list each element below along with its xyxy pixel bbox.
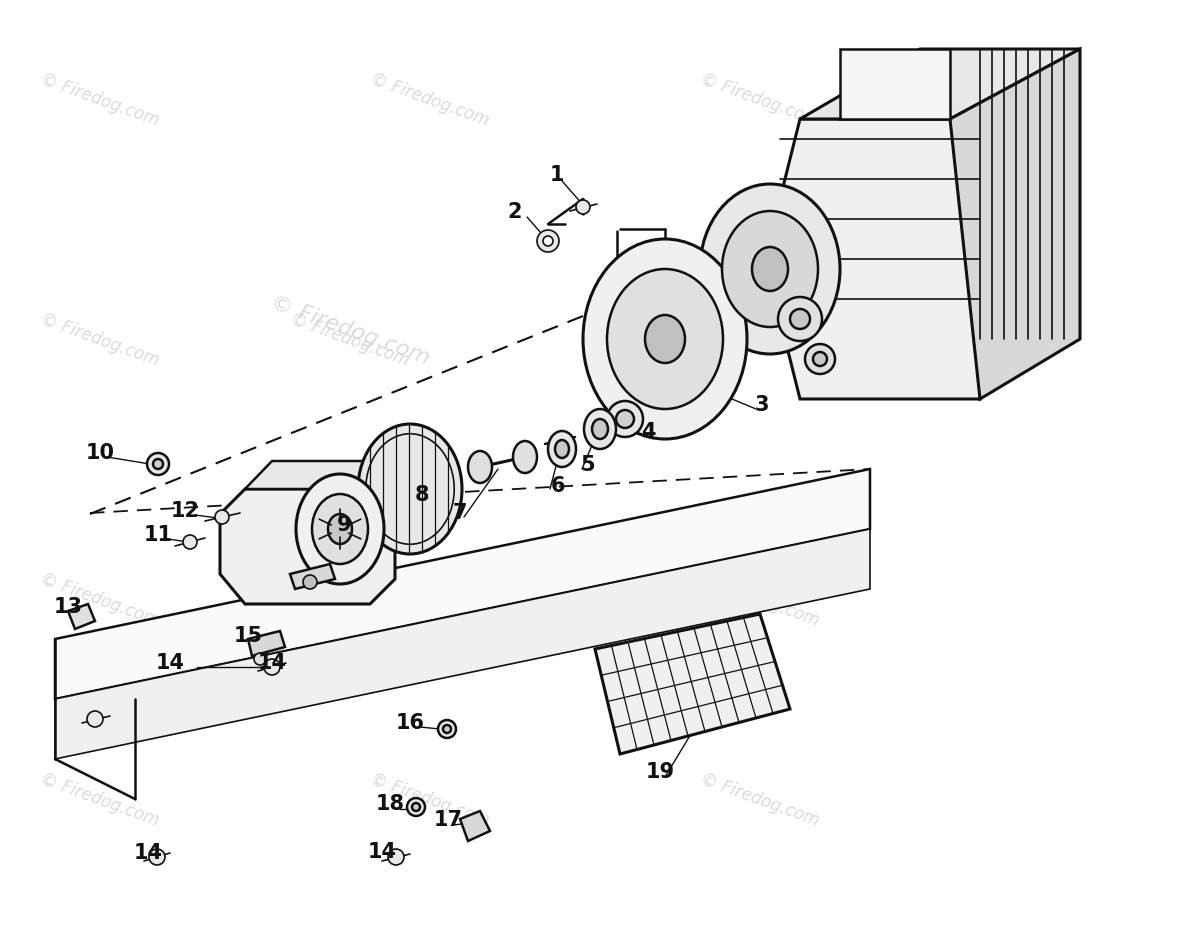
Ellipse shape <box>607 270 723 409</box>
Text: 11: 11 <box>144 524 172 545</box>
Text: 16: 16 <box>395 712 425 732</box>
Circle shape <box>407 798 425 816</box>
Text: 9: 9 <box>336 514 352 535</box>
Text: © Firedog.com: © Firedog.com <box>368 570 492 629</box>
Text: 7: 7 <box>453 502 467 522</box>
Ellipse shape <box>328 514 352 545</box>
Ellipse shape <box>700 185 840 354</box>
Ellipse shape <box>645 316 686 364</box>
Polygon shape <box>800 50 1080 120</box>
Text: 1: 1 <box>550 165 564 185</box>
Text: 3: 3 <box>755 394 769 415</box>
Circle shape <box>789 310 809 329</box>
Polygon shape <box>290 564 335 589</box>
Text: 14: 14 <box>133 842 163 862</box>
Circle shape <box>442 725 451 733</box>
Text: 15: 15 <box>234 625 263 645</box>
Polygon shape <box>68 604 96 629</box>
Circle shape <box>153 459 163 470</box>
Circle shape <box>438 720 455 738</box>
Text: © Firedog.com: © Firedog.com <box>38 71 162 130</box>
Circle shape <box>813 353 827 367</box>
Polygon shape <box>219 489 395 604</box>
Circle shape <box>254 653 266 665</box>
Text: 4: 4 <box>641 421 655 442</box>
Circle shape <box>148 454 169 475</box>
Polygon shape <box>595 614 789 754</box>
Circle shape <box>778 298 822 342</box>
Polygon shape <box>840 50 950 120</box>
Text: 17: 17 <box>433 809 463 829</box>
Text: 14: 14 <box>257 652 287 672</box>
Text: 12: 12 <box>170 500 199 521</box>
Ellipse shape <box>584 409 616 449</box>
Ellipse shape <box>296 474 384 585</box>
Text: © Firedog.com: © Firedog.com <box>38 310 162 369</box>
Text: 14: 14 <box>367 841 396 861</box>
Ellipse shape <box>468 452 492 483</box>
Ellipse shape <box>358 424 463 554</box>
Circle shape <box>388 849 404 865</box>
Text: 13: 13 <box>53 597 83 616</box>
Circle shape <box>537 231 559 252</box>
Polygon shape <box>248 631 286 656</box>
Text: © Firedog.com: © Firedog.com <box>368 769 492 829</box>
Text: © Firedog.com: © Firedog.com <box>268 291 432 367</box>
Circle shape <box>607 402 643 437</box>
Text: © Firedog.com: © Firedog.com <box>699 769 821 829</box>
Ellipse shape <box>513 442 537 473</box>
Circle shape <box>616 410 634 429</box>
Circle shape <box>303 575 317 589</box>
Text: © Firedog.com: © Firedog.com <box>699 71 821 130</box>
Polygon shape <box>55 470 870 699</box>
Text: © Firedog.com: © Firedog.com <box>368 71 492 130</box>
Text: 6: 6 <box>551 475 565 496</box>
Polygon shape <box>780 120 981 400</box>
Text: 5: 5 <box>581 455 596 474</box>
Circle shape <box>576 200 590 214</box>
Circle shape <box>543 237 553 247</box>
Text: © Firedog.com: © Firedog.com <box>38 769 162 829</box>
Circle shape <box>805 344 835 375</box>
Ellipse shape <box>722 212 818 328</box>
Circle shape <box>149 849 165 865</box>
Text: 2: 2 <box>507 201 523 222</box>
Circle shape <box>412 803 420 811</box>
Text: 10: 10 <box>85 443 114 462</box>
Ellipse shape <box>752 248 788 291</box>
Text: © Firedog.com: © Firedog.com <box>38 570 162 629</box>
Text: 19: 19 <box>645 761 675 781</box>
Circle shape <box>87 711 103 728</box>
Text: © Firedog.com: © Firedog.com <box>699 570 821 629</box>
Text: © Firedog.com: © Firedog.com <box>618 310 742 369</box>
Circle shape <box>215 510 229 524</box>
Text: 18: 18 <box>375 793 405 813</box>
Polygon shape <box>460 811 490 841</box>
Polygon shape <box>245 461 395 489</box>
Ellipse shape <box>592 419 608 440</box>
Polygon shape <box>55 530 870 759</box>
Ellipse shape <box>555 441 569 458</box>
Circle shape <box>183 535 197 549</box>
Text: 14: 14 <box>156 652 184 672</box>
Circle shape <box>264 659 280 676</box>
Ellipse shape <box>548 432 576 468</box>
Polygon shape <box>950 50 1080 400</box>
Text: 8: 8 <box>414 484 430 505</box>
Ellipse shape <box>312 495 368 564</box>
Ellipse shape <box>583 239 747 440</box>
Text: © Firedog.com: © Firedog.com <box>288 310 412 369</box>
